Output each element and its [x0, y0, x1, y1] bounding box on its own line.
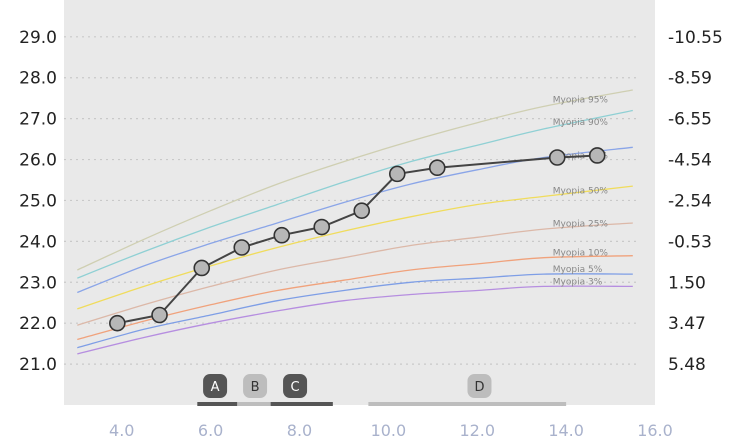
phase-label: A	[211, 380, 220, 395]
x-tick-label: 16.0	[637, 421, 673, 440]
reference-curve-label: Myopia 25%	[553, 219, 609, 229]
patient-data-point	[151, 306, 168, 324]
y-tick-label-left: 25.0	[19, 191, 57, 211]
y-tick-label-left: 26.0	[19, 151, 57, 171]
y-tick-label-left: 21.0	[19, 355, 57, 375]
y-tick-label-left: 27.0	[19, 110, 57, 130]
y-tick-label-left: 23.0	[19, 273, 57, 293]
y-tick-label-right: -10.55	[668, 28, 723, 48]
y-tick-label-left: 28.0	[19, 69, 57, 89]
patient-data-point	[233, 239, 251, 256]
x-tick-label: 6.0	[198, 421, 223, 440]
y-tick-label-right: -0.53	[668, 232, 712, 252]
y-tick-label-left: 24.0	[19, 232, 57, 252]
y-tick-label-right: 1.50	[668, 273, 706, 293]
reference-curve-label: Myopia 3%	[553, 277, 603, 287]
y-tick-label-right: 5.48	[668, 355, 706, 375]
reference-curve	[77, 109, 633, 279]
y-tick-label-right: -6.55	[668, 110, 712, 130]
reference-curve	[77, 273, 633, 349]
phase-badge	[283, 374, 308, 398]
patient-data-point	[109, 314, 126, 332]
patient-data-point	[428, 159, 446, 177]
x-tick-label: 14.0	[548, 421, 584, 440]
phase-badge	[243, 374, 268, 398]
reference-curves	[77, 89, 633, 355]
phase-markers: A B C D	[197, 374, 567, 406]
x-tick-label: 10.0	[371, 421, 407, 440]
x-tick-label: 8.0	[287, 421, 312, 440]
patient-data-point	[193, 259, 211, 277]
patient-data-point	[388, 165, 406, 183]
reference-curve-label: Myopia 5%	[553, 265, 603, 275]
x-axis: 4.0 6.0 8.0 10.0 12.0 14.0 16.0	[109, 421, 673, 440]
phase-badge	[203, 374, 228, 398]
reference-curve-label: Myopia 90%	[553, 118, 609, 128]
y-tick-label-right: 3.47	[668, 314, 706, 334]
reference-curve	[77, 89, 633, 271]
plot-background	[64, 0, 655, 405]
reference-curve-label: Myopia 10%	[553, 249, 609, 259]
reference-curve	[77, 285, 633, 355]
patient-data-point	[273, 226, 291, 244]
phase-badge	[467, 374, 492, 398]
y-axis-left: 29.0 28.0 27.0 26.0 25.0 24.0 23.0 22.0 21.0	[19, 28, 57, 375]
phase-bar	[270, 402, 333, 406]
reference-curve-label: Myopia 95%	[553, 96, 609, 106]
y-tick-label-right: -4.54	[668, 151, 712, 171]
phase-label: C	[291, 380, 300, 395]
phase-bar	[368, 402, 567, 406]
y-tick-label-right: -2.54	[668, 191, 712, 211]
patient-series	[109, 147, 606, 332]
y-tick-label-left: 22.0	[19, 314, 57, 334]
y-tick-label-right: -8.59	[668, 69, 712, 89]
patient-data-point	[588, 147, 606, 164]
x-tick-label: 12.0	[459, 421, 495, 440]
phase-label: B	[251, 380, 260, 395]
y-axis-right: -10.55 -8.59 -6.55 -4.54 -2.54 -0.53 1.50 3.47 5…	[668, 28, 723, 375]
patient-data-point	[313, 218, 331, 236]
y-tick-label-left: 29.0	[19, 28, 57, 48]
patient-data-point	[353, 202, 371, 219]
patient-data-point	[548, 149, 566, 166]
reference-curve	[77, 185, 633, 310]
phase-label: D	[474, 380, 484, 395]
phase-bar	[237, 402, 271, 406]
phase-bar	[197, 402, 238, 406]
x-tick-label: 4.0	[109, 421, 134, 440]
reference-curve	[77, 222, 633, 326]
reference-curve-label: Myopia 50%	[553, 186, 609, 196]
